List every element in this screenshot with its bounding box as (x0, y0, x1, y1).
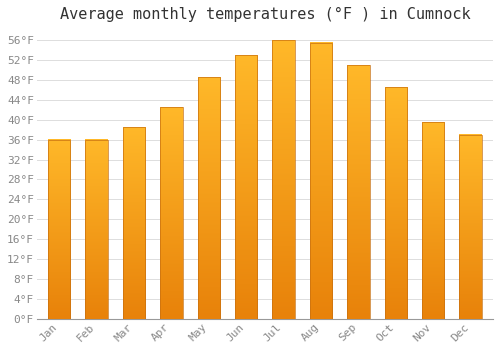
Bar (422, 122, 444, 319)
Bar (198, 77, 220, 319)
Bar (86, 140, 108, 319)
Bar (48, 140, 70, 319)
Bar (123, 127, 145, 319)
Bar (384, 88, 407, 319)
Bar (235, 55, 258, 319)
Bar (310, 42, 332, 319)
Bar (347, 65, 370, 319)
Title: Average monthly temperatures (°F ) in Cumnock: Average monthly temperatures (°F ) in Cu… (60, 7, 470, 22)
Bar (160, 107, 182, 319)
Bar (272, 40, 295, 319)
Bar (460, 135, 482, 319)
